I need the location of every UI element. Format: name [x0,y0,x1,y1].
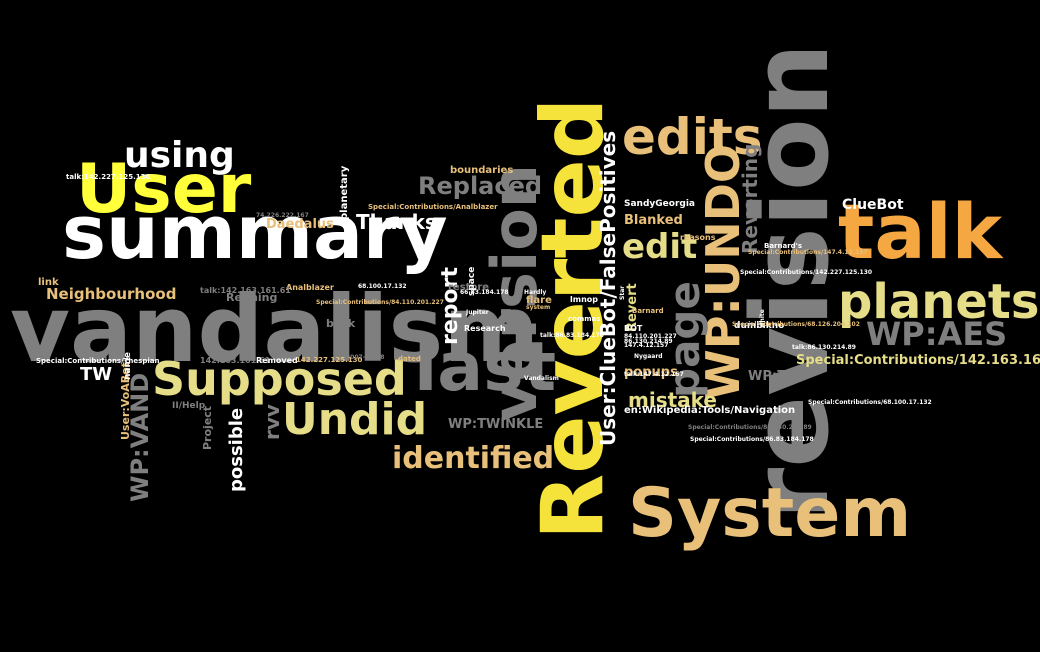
cloud-word: Refining [226,291,278,304]
cloud-word: Hardly [524,289,547,296]
cloud-word: WP:TW [748,369,801,384]
cloud-word: 2007-10-18 [346,354,385,361]
cloud-word: summary [62,190,448,276]
cloud-word: system [526,304,551,311]
cloud-word: talk:142.163.161.61 [200,286,291,295]
cloud-word: back [326,317,356,330]
cloud-word: dumbikno [734,321,785,331]
cloud-word: Daedalus [266,217,334,232]
cloud-word: talk:142.227.125.130 [66,173,151,181]
cloud-word: WP:TWINKLE [448,417,544,432]
cloud-word: 147.4.12.157 [624,342,669,349]
cloud-word: 84.110.201.227 [624,333,677,340]
cloud-word: popups [624,365,678,380]
cloud-word: link [38,277,59,288]
cloud-word: dated [398,355,421,363]
cloud-word: planets [838,274,1040,330]
cloud-word: commas [568,315,601,323]
cloud-word: last [414,328,557,407]
cloud-word: talk [838,187,1003,276]
cloud-word: rvv [260,404,284,440]
cloud-word: flare [526,295,552,306]
cloud-word: Barnard's [764,242,802,250]
cloud-word: Special:Contributions/147.4.12.157 [748,249,868,256]
cloud-word: talk:147.4.12.157 [624,371,684,378]
cloud-word: Replaced [418,172,543,200]
cloud-word: Special:Contributions/68.126.204.102 [732,321,860,328]
cloud-word: edits [622,108,763,166]
cloud-word: talk:86.83.184.178 [540,332,604,339]
cloud-word: boundaries [450,165,514,176]
cloud-word: 86.130.214.89 [624,338,673,345]
cloud-word: TW [80,364,113,385]
cloud-word: Special:Contributions/86.83.184.178 [690,436,814,443]
cloud-word: Undid [282,394,428,445]
cloud-word: using [124,135,235,176]
cloud-word: Special:Contributions/142.227.125.130 [740,269,873,276]
cloud-word: reasons [680,233,716,242]
cloud-word: 142.227.125.130 [296,356,363,364]
cloud-word: Special:Contributions/142.163.161.61 [796,353,1040,368]
cloud-word: ClueBot [842,197,904,213]
cloud-word: Special:Contributions/Thespian [36,357,160,365]
cloud-word: 66.83.184.178 [460,289,509,296]
cloud-word: BOT [624,324,643,333]
cloud-word: System [628,474,912,553]
cloud-word: Nygaard [634,353,663,360]
cloud-word: Supposed [152,352,407,406]
cloud-word: 74.226.222.167 [256,212,309,219]
cloud-word: talk:86.130.214.89 [792,344,856,351]
cloud-word: Star [619,285,626,300]
cloud-word: Jupiter [466,309,489,316]
cloud-word: Removed [256,356,298,365]
cloud-word: Barnard [632,307,664,315]
cloud-word: II/Help [172,401,206,411]
cloud-word: restore [448,282,490,293]
cloud-word: Analblazer [286,283,334,292]
cloud-word: possible [226,407,247,492]
cloud-word: planetary [339,165,350,220]
cloud-word: Neighbourhood [46,285,177,303]
cloud-word: white [759,309,766,328]
cloud-word: Reverting [738,143,762,254]
cloud-word: Special:Contributions/84.110.201.227 [316,299,444,306]
cloud-word: Blanked [624,213,683,228]
cloud-word: SandyGeorgia [624,199,695,209]
cloud-word: en:Wikipedia:Tools/Navigation [624,405,796,416]
cloud-word: Vandalism [524,375,559,382]
cloud-word: Project [201,405,214,450]
cloud-word: 68.100.17.132 [358,283,407,290]
cloud-word: 142.163.161.61 [200,356,271,365]
cloud-word: edit [622,227,698,267]
cloud-word: report [438,267,463,345]
cloud-word: lmnop [570,295,598,304]
cloud-word: Special:Contributions/86.130.214.89 [688,424,812,431]
cloud-word: User [76,150,252,229]
cloud-word: mistake [628,388,717,412]
cloud-word: User:ClueBot/FalsePositives [596,130,620,446]
cloud-word: space [467,266,477,296]
cloud-word: Thanks [356,210,437,234]
cloud-word: identified [392,441,555,476]
cloud-word: Special:Contributions/68.100.17.132 [808,399,932,406]
cloud-word: Research [464,324,506,333]
cloud-word: WP:AES [866,315,1008,353]
cloud-word: vandalism [10,276,540,383]
cloud-word: name [123,352,133,380]
cloud-word: Special:Contributions/Analblazer [368,203,498,211]
